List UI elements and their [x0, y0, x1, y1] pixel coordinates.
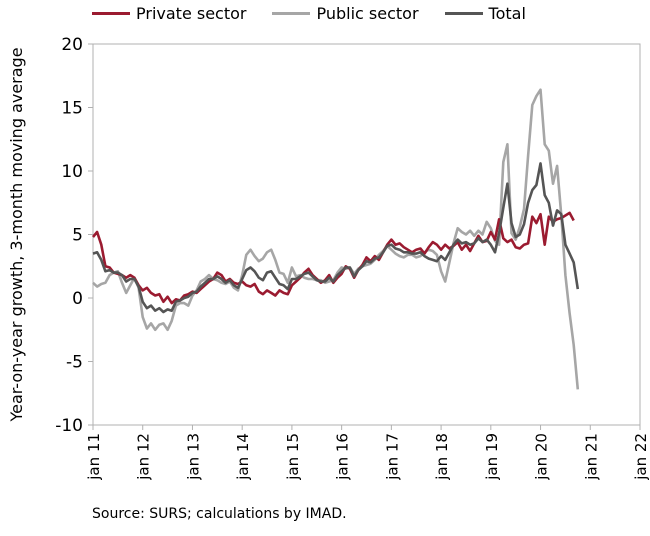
x-tick-label: jan 21 — [582, 433, 600, 481]
plot-frame — [92, 43, 641, 426]
x-tick-label: jan 16 — [334, 433, 352, 481]
y-tick-label: -10 — [55, 416, 83, 436]
x-tick-label: jan 12 — [135, 433, 153, 481]
legend-item-private-sector: Private sector — [92, 4, 246, 23]
x-tick-label: jan 17 — [383, 433, 401, 481]
y-tick-label: 5 — [72, 226, 83, 246]
legend-swatch-private-sector — [92, 12, 130, 15]
source-note: Source: SURS; calculations by IMAD. — [92, 506, 347, 522]
y-tick-label: 15 — [61, 99, 83, 119]
series-line-private-sector — [91, 211, 575, 305]
x-tick-label: jan 22 — [632, 433, 650, 481]
legend-swatch-total — [444, 12, 483, 15]
legend-item-public-sector: Public sector — [272, 4, 419, 23]
legend-label-public-sector: Public sector — [316, 4, 419, 23]
x-tick-label: jan 15 — [284, 433, 302, 481]
x-tick-label: jan 11 — [85, 433, 103, 481]
legend: Private sector Public sector Total — [92, 4, 526, 23]
legend-label-total: Total — [488, 4, 526, 23]
y-tick-label: -5 — [66, 353, 83, 373]
x-tick-label: jan 19 — [483, 433, 501, 481]
legend-label-private-sector: Private sector — [136, 4, 247, 23]
legend-item-total: Total — [444, 4, 526, 23]
x-tick-label: jan 18 — [433, 433, 451, 481]
y-tick-label: 10 — [61, 162, 83, 182]
x-tick-label: jan 14 — [234, 433, 252, 481]
y-axis-title: Year-on-year growth, 3-month moving aver… — [7, 47, 26, 422]
y-tick-label: 0 — [72, 289, 83, 309]
series-line-total — [92, 162, 580, 314]
x-tick-label: jan 20 — [533, 433, 551, 481]
y-tick-label: 20 — [61, 35, 83, 55]
legend-swatch-public-sector — [272, 12, 311, 15]
x-tick-label: jan 13 — [184, 433, 202, 481]
